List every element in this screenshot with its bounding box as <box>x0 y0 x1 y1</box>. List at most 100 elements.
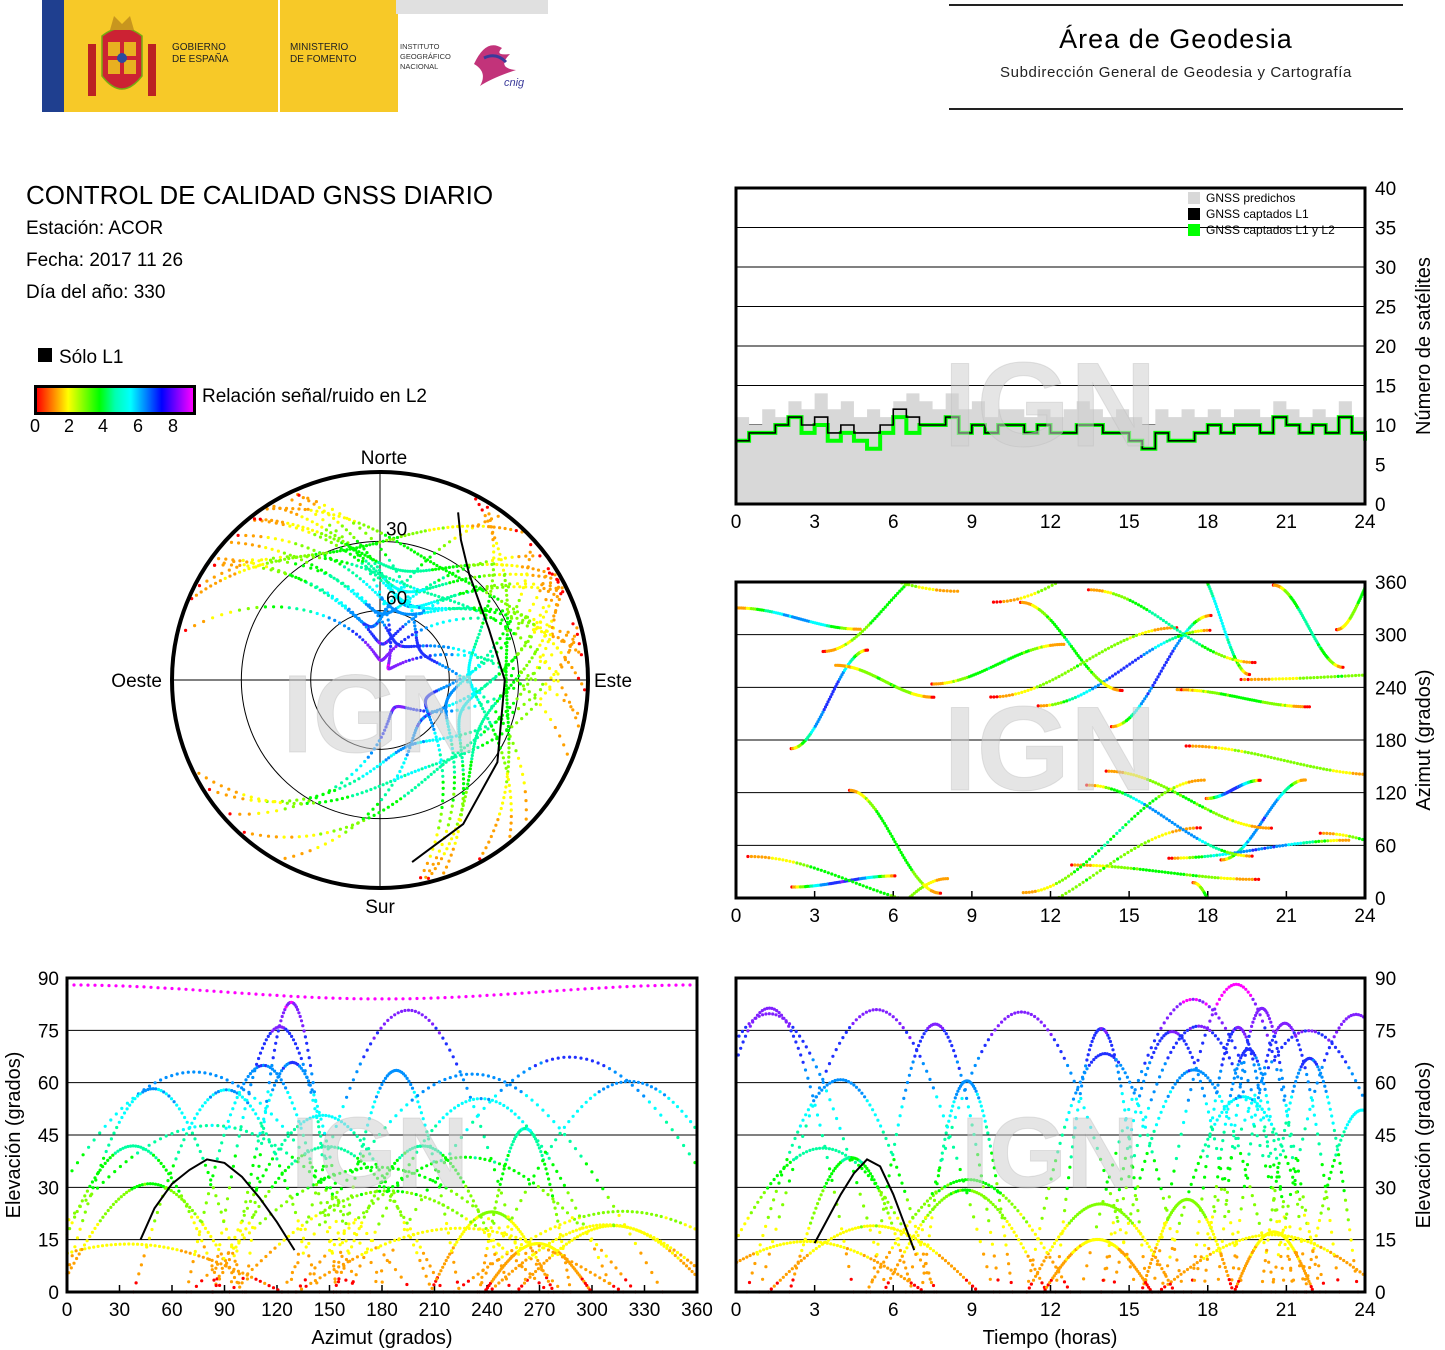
track-point <box>128 1103 132 1107</box>
track-point <box>366 1123 370 1127</box>
track-point <box>338 562 342 566</box>
track-point <box>455 708 459 712</box>
track-point <box>1163 870 1167 874</box>
track-point <box>1231 852 1235 856</box>
track-point <box>216 1090 221 1094</box>
track-point <box>746 854 750 859</box>
track-point <box>357 1216 361 1220</box>
track-point <box>412 644 416 648</box>
track-point <box>1341 838 1345 842</box>
x-tick-label: 24 <box>1354 512 1376 533</box>
track-point <box>597 1211 601 1215</box>
track-point <box>301 528 305 532</box>
track-point <box>424 875 428 879</box>
track-point <box>123 1145 128 1149</box>
track-point <box>538 643 542 647</box>
track-point <box>551 1239 555 1243</box>
track-point <box>1254 848 1258 852</box>
track-point <box>386 586 391 590</box>
track-point <box>1095 588 1099 592</box>
track-point <box>380 798 384 802</box>
track-point <box>650 1212 654 1216</box>
track-point <box>262 566 266 570</box>
track-point <box>1200 744 1205 749</box>
track-point <box>415 1169 419 1173</box>
track-point <box>558 734 562 738</box>
track-point <box>318 535 323 539</box>
track-point <box>335 1190 339 1194</box>
track-point <box>511 607 516 611</box>
track-point <box>515 653 519 657</box>
track-point <box>438 707 442 711</box>
x-tick-label: 30 <box>109 1300 130 1321</box>
track-point <box>409 574 413 579</box>
track-point <box>507 755 511 759</box>
track-point <box>473 692 477 696</box>
track-point <box>418 708 422 713</box>
track-point <box>73 1215 77 1219</box>
track-point <box>383 533 388 537</box>
area-rule-top <box>949 4 1403 6</box>
track-point <box>1302 841 1306 845</box>
track-point <box>275 809 279 813</box>
track-point <box>1231 657 1235 661</box>
track-point <box>362 1215 366 1219</box>
track-point <box>580 682 584 686</box>
track-point <box>1147 839 1151 843</box>
track-point <box>453 1226 457 1230</box>
track-point <box>459 1176 463 1180</box>
track-point <box>352 779 357 783</box>
track-point <box>535 596 539 600</box>
track-point <box>421 1117 425 1121</box>
track-point <box>428 555 432 559</box>
track-point <box>442 544 446 548</box>
track-point <box>492 573 496 577</box>
track-point <box>144 1148 148 1152</box>
track-point <box>1184 827 1189 831</box>
track-point <box>460 524 465 528</box>
track-point <box>1137 775 1141 779</box>
track-point <box>455 835 459 839</box>
track-point <box>520 1284 524 1288</box>
track-point <box>305 834 309 838</box>
track-point <box>1248 849 1252 853</box>
track-point <box>1148 609 1152 613</box>
track-point <box>1245 854 1249 858</box>
track-point <box>454 700 459 705</box>
track-point <box>159 1089 163 1093</box>
track-point <box>75 1161 80 1165</box>
track-point <box>460 756 464 760</box>
track-point <box>453 841 457 845</box>
track-point <box>1088 876 1092 880</box>
track-point <box>454 1168 458 1172</box>
track-point <box>1335 769 1339 773</box>
track-point <box>458 1235 462 1239</box>
track-point <box>469 760 473 764</box>
track-point <box>286 1186 290 1190</box>
track-point <box>382 602 386 606</box>
track-point <box>409 644 413 649</box>
track-point <box>376 1197 380 1201</box>
track-point <box>1278 844 1282 848</box>
track-point <box>370 1199 374 1203</box>
snr-tick-4: 4 <box>98 416 109 436</box>
track-point <box>388 1240 392 1244</box>
track-point <box>1315 766 1319 770</box>
track-point <box>1338 833 1342 837</box>
track-point <box>229 610 233 614</box>
track-point <box>332 1264 336 1268</box>
track-point <box>1181 828 1185 832</box>
track-point <box>482 695 486 699</box>
track-point <box>376 614 380 618</box>
track-point <box>305 517 309 521</box>
track-point <box>288 799 292 803</box>
track-point <box>376 1090 380 1094</box>
track-point <box>902 585 906 589</box>
track-point <box>556 679 560 683</box>
track-point <box>1153 681 1157 685</box>
track-point <box>1173 822 1177 826</box>
track-point <box>366 525 371 529</box>
track-point <box>875 889 879 893</box>
track-point <box>563 1221 567 1225</box>
track-point <box>678 1221 683 1225</box>
